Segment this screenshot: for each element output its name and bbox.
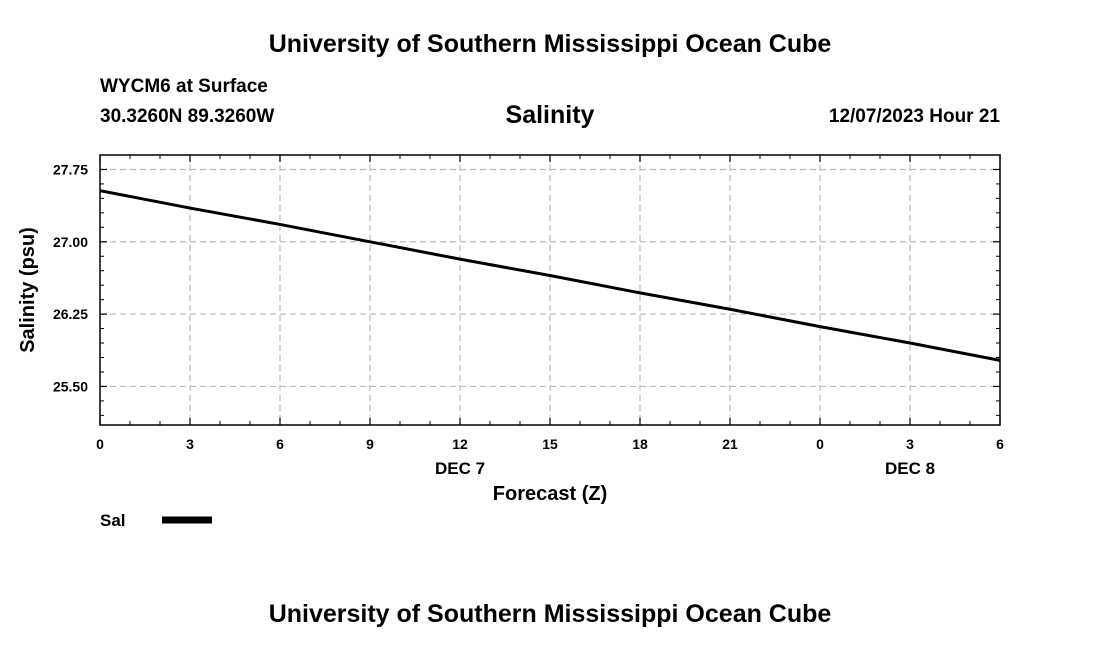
- y-tick-label: 27.75: [53, 161, 88, 177]
- series-layer: [99, 189, 1001, 362]
- coordinates-label: 30.3260N 89.3260W: [100, 106, 275, 127]
- station-label: WYCM6 at Surface: [100, 76, 268, 97]
- legend-label: Sal: [100, 511, 126, 530]
- footer-title: University of Southern Mississippi Ocean…: [268, 600, 832, 628]
- datetime-label: 12/07/2023 Hour 21: [828, 106, 1000, 127]
- axis-layer: 0 3 6 9 12 15 18 21 0 3 6 25.50 26.25 27.00 27.75 DEC 7…: [17, 154, 1004, 505]
- x-tick-label: 9: [366, 436, 374, 452]
- x-tick-label: 21: [722, 436, 738, 452]
- x-tick-label: 12: [452, 436, 468, 452]
- x-axis-label: Forecast (Z): [493, 483, 607, 505]
- grid-layer: [100, 155, 1000, 425]
- x-tick-label: 15: [542, 436, 558, 452]
- y-tick-label: 25.50: [53, 378, 88, 394]
- variable-title: Salinity: [505, 101, 595, 129]
- x-tick-label: 6: [276, 436, 284, 452]
- page-title: University of Southern Mississippi Ocean…: [268, 30, 832, 58]
- x-tick-label: 3: [186, 436, 194, 452]
- legend-layer: Sal: [100, 511, 212, 530]
- x-tick-label: 0: [816, 436, 824, 452]
- date-label: DEC 8: [885, 459, 935, 478]
- y-axis-label: Salinity (psu): [17, 227, 39, 353]
- x-tick-label: 3: [906, 436, 914, 452]
- x-tick-label: 6: [996, 436, 1004, 452]
- date-label: DEC 7: [435, 459, 485, 478]
- y-tick-label: 26.25: [53, 306, 88, 322]
- x-tick-label: 0: [96, 436, 104, 452]
- y-tick-label: 27.00: [53, 234, 88, 250]
- x-tick-label: 18: [632, 436, 648, 452]
